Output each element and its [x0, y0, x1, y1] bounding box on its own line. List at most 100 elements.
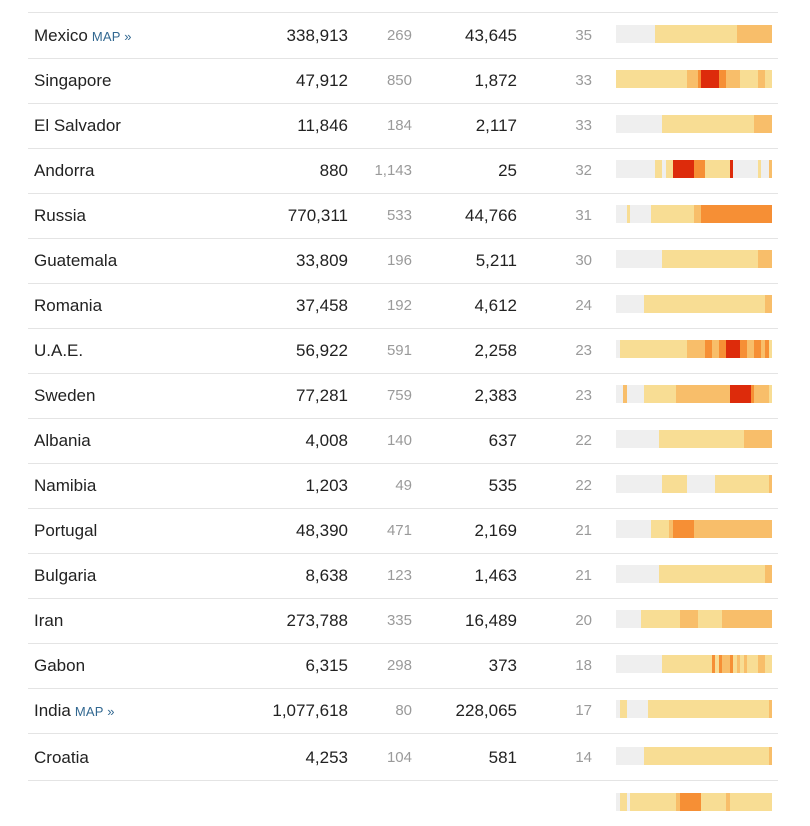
- trend-cell: [733, 430, 737, 448]
- trend-cell: [697, 747, 702, 765]
- deaths: 5,211: [475, 251, 517, 270]
- cases-per-100k: 533: [386, 207, 412, 224]
- trend-cell: [626, 700, 631, 718]
- trend-heatmap: [616, 70, 773, 88]
- trend-cell: [683, 655, 687, 673]
- trend-heatmap: [616, 747, 773, 765]
- trend-cell: [658, 520, 663, 538]
- trend-cell: [626, 160, 631, 178]
- trend-cell: [750, 700, 755, 718]
- table-row: [28, 781, 778, 826]
- trend-cell: [697, 160, 702, 178]
- trend-cell: [644, 520, 648, 538]
- trend-cell: [764, 385, 769, 403]
- country-name: Guatemala: [34, 238, 117, 283]
- trend-cell: [754, 430, 758, 448]
- trend-cell: [623, 340, 627, 358]
- trend-cell: [729, 25, 734, 43]
- country-name: U.A.E.: [34, 328, 83, 373]
- trend-cell: [743, 205, 748, 223]
- trend-cell: [637, 520, 641, 538]
- trend-cell: [711, 205, 716, 223]
- country-label: Namibia: [34, 476, 97, 495]
- trend-cell: [740, 700, 744, 718]
- trend-cell: [658, 610, 663, 628]
- total-cases: 11,846: [297, 116, 348, 135]
- trend-cell: [725, 250, 730, 268]
- map-link[interactable]: MAP »: [91, 29, 132, 44]
- map-link[interactable]: MAP »: [74, 704, 115, 719]
- trend-cell: [729, 70, 734, 88]
- trend-cell: [655, 385, 659, 403]
- trend-cell: [729, 430, 734, 448]
- trend-cell: [704, 565, 709, 583]
- trend-cell: [665, 430, 670, 448]
- trend-cell: [637, 475, 641, 493]
- deaths: 44,766: [465, 206, 517, 225]
- trend-cell: [655, 747, 659, 765]
- trend-cell: [686, 250, 691, 268]
- trend-cell: [658, 385, 663, 403]
- trend-cell: [658, 655, 663, 673]
- trend-cell: [633, 610, 638, 628]
- trend-cell: [651, 700, 656, 718]
- trend-cell: [647, 25, 652, 43]
- trend-cell: [750, 25, 755, 43]
- total-cases: 33,809: [296, 251, 348, 270]
- trend-cell: [672, 340, 677, 358]
- trend-cell: [694, 610, 698, 628]
- trend-cell: [764, 430, 769, 448]
- table-row: Guatemala 33,809 196 5,211 30: [28, 238, 778, 284]
- trend-cell: [761, 520, 765, 538]
- trend-cell: [623, 747, 627, 765]
- trend-cell: [683, 520, 687, 538]
- trend-cell: [686, 700, 691, 718]
- trend-cell: [672, 205, 677, 223]
- country-label: Andorra: [34, 161, 95, 180]
- trend-cell: [718, 475, 723, 493]
- trend-cell: [690, 475, 695, 493]
- trend-heatmap: [616, 520, 773, 538]
- trend-cell: [736, 700, 741, 718]
- trend-cell: [637, 700, 641, 718]
- trend-cell: [754, 475, 758, 493]
- trend-cell: [768, 747, 773, 765]
- trend-cell: [676, 565, 680, 583]
- trend-cell: [743, 747, 748, 765]
- trend-cell: [655, 565, 659, 583]
- total-cases: 47,912: [296, 71, 348, 90]
- table-row: El Salvador 11,846 184 2,117 33: [28, 103, 778, 149]
- total-cases: 37,458: [296, 296, 348, 315]
- trend-cell: [616, 700, 620, 718]
- table-row: Bulgaria 8,638 123 1,463 21: [28, 553, 778, 599]
- trend-cell: [761, 115, 765, 133]
- trend-cell: [750, 340, 755, 358]
- trend-cell: [662, 205, 666, 223]
- trend-cell: [718, 340, 723, 358]
- trend-cell: [718, 700, 723, 718]
- trend-cell: [704, 160, 709, 178]
- trend-cell: [640, 565, 645, 583]
- trend-cell: [637, 565, 641, 583]
- trend-cell: [669, 475, 673, 493]
- trend-cell: [764, 295, 769, 313]
- trend-cell: [683, 475, 687, 493]
- trend-cell: [672, 385, 677, 403]
- trend-cell: [662, 70, 666, 88]
- trend-cell: [757, 295, 762, 313]
- trend-cell: [725, 430, 730, 448]
- trend-cell: [651, 385, 656, 403]
- daily-average: 32: [575, 162, 592, 179]
- trend-cell: [743, 430, 748, 448]
- trend-cell: [740, 385, 744, 403]
- table-row: India MAP » 1,077,618 80 228,065 17: [28, 688, 778, 734]
- trend-cell: [616, 655, 620, 673]
- trend-cell: [715, 115, 719, 133]
- trend-cell: [665, 655, 670, 673]
- trend-cell: [679, 520, 684, 538]
- trend-cell: [747, 295, 751, 313]
- trend-cell: [722, 520, 726, 538]
- deaths: 4,612: [474, 296, 517, 315]
- trend-cell: [651, 565, 656, 583]
- trend-cell: [761, 295, 765, 313]
